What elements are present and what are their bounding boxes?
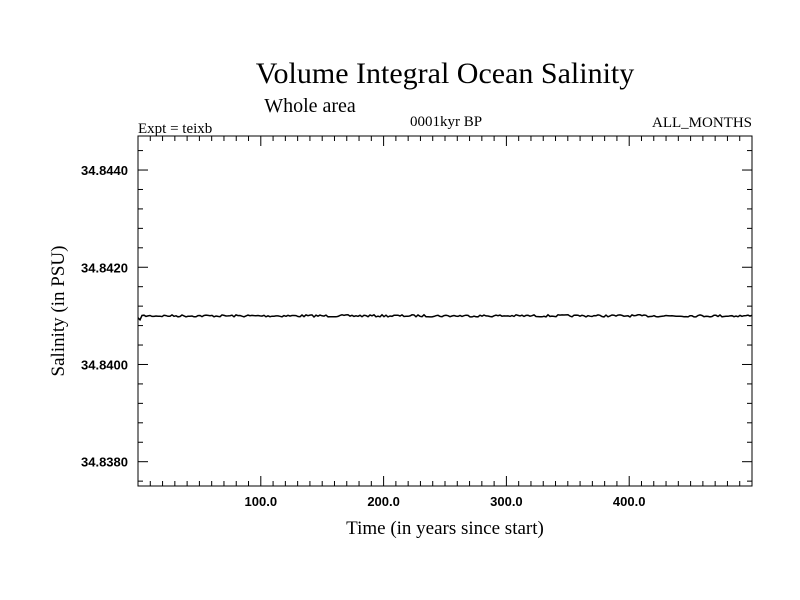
plot-frame [137, 135, 753, 487]
x-tick-label: 100.0 [245, 494, 278, 509]
y-tick-label: 34.8380 [81, 455, 128, 470]
y-axis-label: Salinity (in PSU) [48, 246, 69, 377]
experiment-label: Expt = teixb [138, 121, 212, 137]
x-axis-label: Time (in years since start) [346, 518, 544, 539]
y-tick-label: 34.8420 [81, 260, 128, 275]
chart-title: Volume Integral Ocean Salinity [256, 57, 635, 90]
y-tick-label: 34.8400 [81, 357, 128, 372]
x-tick-label: 300.0 [490, 494, 523, 509]
y-tick-labels: 34.8380 34.8400 34.8420 34.8440 [81, 163, 128, 470]
axis-ticks [138, 136, 752, 486]
chart-subtitle: Whole area [264, 95, 356, 117]
x-tick-label: 400.0 [613, 494, 646, 509]
months-label: ALL_MONTHS [652, 115, 752, 131]
salinity-series-line [137, 313, 753, 322]
x-tick-labels: 100.0 200.0 300.0 400.0 [245, 494, 646, 509]
y-tick-label: 34.8440 [81, 163, 128, 178]
x-tick-label: 200.0 [367, 494, 400, 509]
period-label: 0001kyr BP [410, 114, 482, 130]
